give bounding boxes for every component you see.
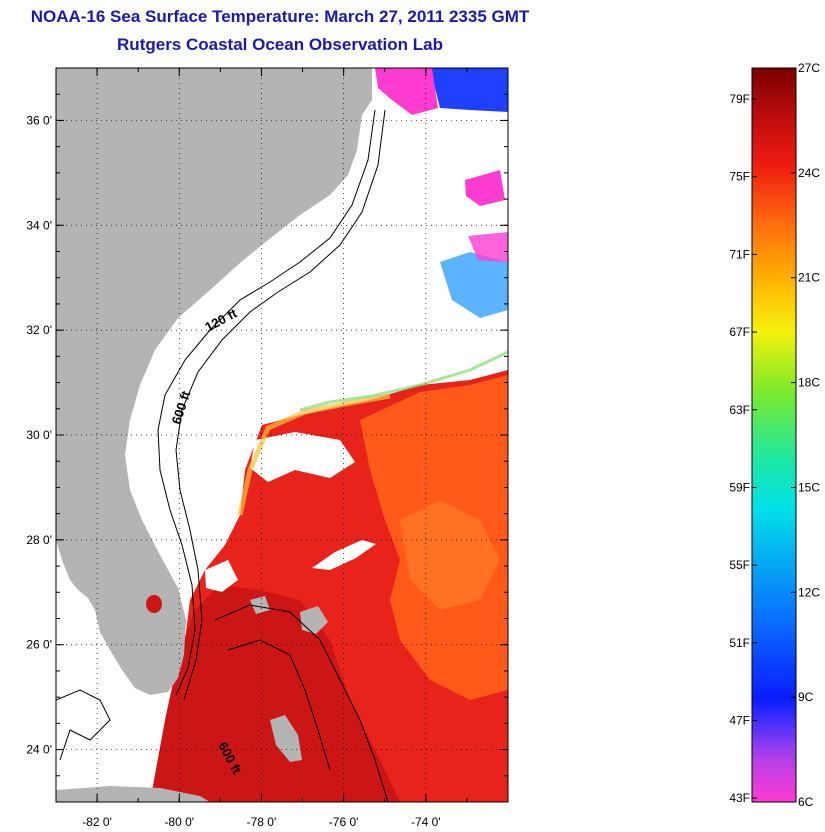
frontal-edge [237, 393, 391, 516]
bahamas-island-3 [250, 596, 270, 614]
mixed-water-patch [440, 252, 508, 318]
colorbar-f-label: 47F [729, 713, 750, 727]
map-title: NOAA-16 Sea Surface Temperature: March 2… [30, 7, 530, 26]
lon-axis-labels: -82 0' -80 0' -78 0' -76 0' -74 0' [82, 815, 440, 829]
colorbar-fahrenheit-labels: 43F 47F 51F 55F 59F 63F 67F 71F 75F 79F [729, 92, 750, 805]
colorbar-f-label: 43F [729, 791, 750, 805]
colorbar-f-label: 63F [729, 403, 750, 417]
colorbar-c-label: 18C [798, 376, 820, 390]
colorbar-f-label: 79F [729, 92, 750, 106]
contour-bahamas [214, 604, 389, 802]
lat-tick-label: 34 0' [26, 218, 52, 232]
cloud-streak [312, 540, 376, 570]
colorbar-f-label: 51F [729, 636, 750, 650]
lake-okeechobee [146, 595, 162, 613]
lat-tick-label: 36 0' [26, 113, 52, 127]
contour-bahamas-2 [227, 639, 331, 771]
colorbar-f-label: 71F [729, 247, 750, 261]
colorbar-c-label: 9C [798, 690, 814, 704]
lon-tick-label: -82 0' [82, 815, 112, 829]
coldest-water-region [375, 68, 438, 115]
lat-tick-label: 32 0' [26, 323, 52, 337]
cloud-patch [250, 432, 355, 482]
colorbar-c-label: 12C [798, 585, 820, 599]
colorbar-f-label: 75F [729, 170, 750, 184]
cold-water-patch [465, 170, 505, 206]
lon-tick-label: -74 0' [411, 815, 441, 829]
colorbar-c-label: 6C [798, 795, 814, 809]
lon-tick-label: -78 0' [247, 815, 277, 829]
cold-water-region [430, 68, 508, 112]
gulf-stream [150, 585, 400, 802]
colorbar-c-label: 21C [798, 271, 820, 285]
lon-tick-label: -76 0' [329, 815, 359, 829]
contour-120ft [157, 109, 376, 696]
colorbar-f-label: 59F [729, 480, 750, 494]
lat-tick-label: 26 0' [26, 638, 52, 652]
bahamas-island [270, 715, 302, 762]
colorbar-c-label: 15C [798, 480, 820, 494]
colorbar-c-label: 27C [798, 61, 820, 75]
cloud-patch-small [205, 560, 238, 592]
temperature-colorbar [751, 67, 797, 803]
contour-gulf [56, 689, 111, 761]
cuba-coast [56, 786, 210, 802]
cool-water-patch [400, 500, 500, 610]
map-subtitle: Rutgers Coastal Ocean Observation Lab [117, 35, 443, 54]
colorbar-f-label: 55F [729, 558, 750, 572]
graticule [56, 68, 508, 802]
colorbar-celsius-labels: 6C 9C 12C 15C 18C 21C 24C 27C [798, 61, 820, 809]
contour-600ft [175, 109, 386, 701]
lat-tick-label: 24 0' [26, 743, 52, 757]
lat-tick-label: 28 0' [26, 533, 52, 547]
colorbar-f-label: 67F [729, 325, 750, 339]
lon-tick-label: -80 0' [164, 815, 194, 829]
lat-tick-label: 30 0' [26, 428, 52, 442]
axis-ticks [55, 67, 509, 802]
colorbar-c-label: 24C [798, 166, 820, 180]
frontal-edge-green [299, 350, 508, 412]
bahamas-island-2 [300, 606, 328, 634]
colorbar-ticks [752, 67, 796, 803]
mixed-water-patch-pink [468, 232, 508, 262]
lat-axis-labels: 24 0' 26 0' 28 0' 30 0' 32 0' 34 0' 36 0… [26, 113, 52, 756]
land-mass [56, 68, 372, 695]
